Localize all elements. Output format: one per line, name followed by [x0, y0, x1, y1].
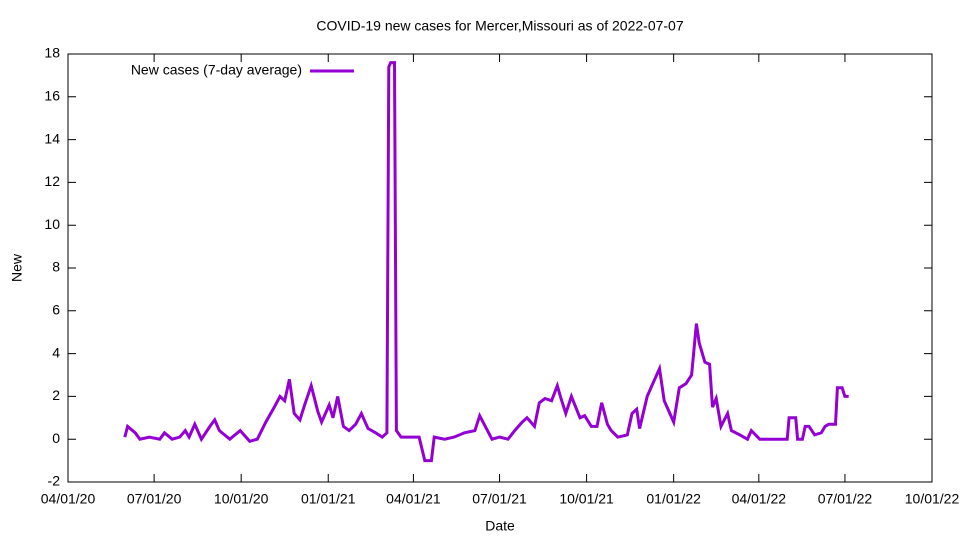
y-tick-label: 14 [44, 130, 60, 146]
x-tick-label: 04/01/21 [386, 491, 441, 507]
y-tick-label: 10 [44, 216, 60, 232]
x-axis-label: Date [485, 518, 515, 534]
y-tick-label: 0 [52, 430, 60, 446]
legend-label: New cases (7-day average) [131, 62, 302, 78]
y-tick-label: 2 [52, 387, 60, 403]
y-tick-label: 8 [52, 259, 60, 275]
x-tick-label: 07/01/22 [818, 491, 873, 507]
x-tick-label: 10/01/22 [905, 491, 960, 507]
x-tick-label: 07/01/21 [472, 491, 527, 507]
plot-frame [67, 53, 933, 483]
y-tick-label: 4 [52, 344, 60, 360]
x-tick-label: 10/01/20 [214, 491, 269, 507]
y-tick-label: 16 [44, 88, 60, 104]
x-tick-label: 04/01/20 [41, 491, 96, 507]
y-tick-label: 6 [52, 302, 60, 318]
x-tick-label: 04/01/22 [732, 491, 787, 507]
y-tick-label: 18 [44, 45, 60, 61]
x-tick-label: 01/01/21 [301, 491, 356, 507]
y-tick-label: 12 [44, 173, 60, 189]
y-axis-label: New [9, 253, 25, 282]
x-tick-label: 07/01/20 [127, 491, 182, 507]
chart-title: COVID-19 new cases for Mercer,Missouri a… [316, 18, 683, 34]
series-line [123, 61, 849, 463]
y-tick-label: -2 [48, 473, 61, 489]
x-tick-label: 10/01/21 [559, 491, 614, 507]
x-tick-label: 01/01/22 [646, 491, 701, 507]
